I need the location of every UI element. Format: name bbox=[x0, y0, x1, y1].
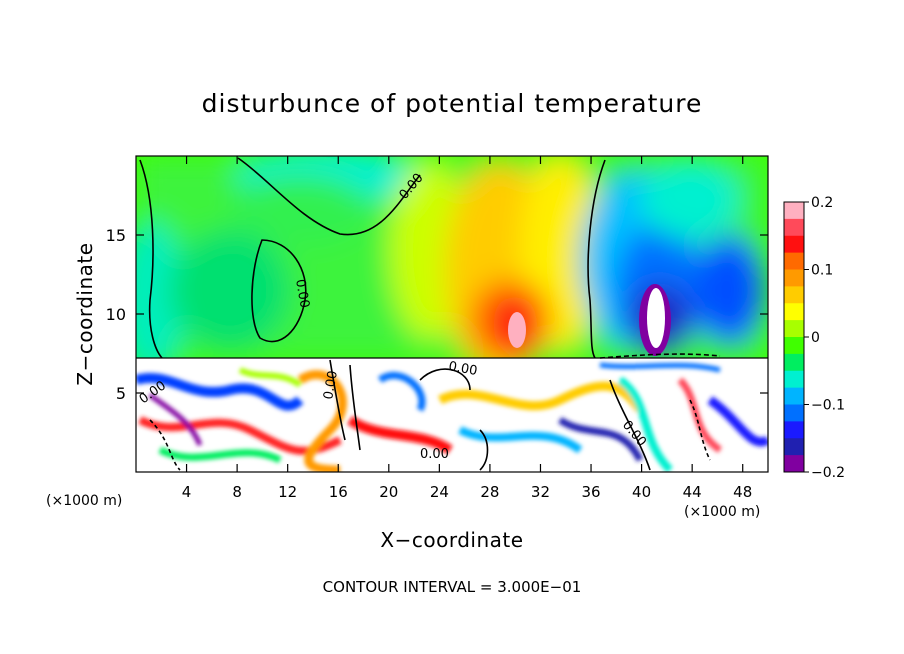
colorbar-swatch bbox=[784, 353, 804, 372]
colorbar-swatch bbox=[784, 269, 804, 287]
x-tick-label: 44 bbox=[683, 483, 702, 501]
contour-label: 0.00 bbox=[321, 370, 341, 401]
colorbar bbox=[784, 202, 804, 473]
y-tick-label: 15 bbox=[106, 226, 126, 245]
colorbar-swatch bbox=[784, 252, 804, 270]
colorbar-swatch bbox=[784, 438, 804, 456]
upper-field bbox=[136, 156, 768, 380]
colorbar-swatch bbox=[784, 218, 804, 237]
colorbar-tick-label: −0.1 bbox=[811, 398, 845, 414]
colorbar-ticks: 0.2 0.1 0 −0.1 −0.2 bbox=[804, 195, 845, 481]
x-tick-label: 36 bbox=[581, 483, 600, 501]
colorbar-swatch bbox=[784, 202, 804, 220]
colorbar-swatch bbox=[784, 387, 804, 405]
colorbar-swatch bbox=[784, 320, 804, 338]
contour-interval-note: CONTOUR INTERVAL = 3.000E−01 bbox=[323, 578, 582, 596]
colorbar-swatch bbox=[784, 235, 804, 254]
colorbar-swatch bbox=[784, 337, 804, 355]
x-tick-label: 24 bbox=[430, 483, 449, 501]
colorbar-tick-label: 0.2 bbox=[811, 195, 833, 211]
contour-label: 0.00 bbox=[292, 278, 312, 309]
colorbar-swatch bbox=[784, 370, 804, 389]
x-unit-right: (×1000 m) bbox=[684, 504, 760, 520]
x-tick-label: 16 bbox=[329, 483, 348, 501]
x-tick-label: 32 bbox=[531, 483, 550, 501]
x-tick-label: 12 bbox=[278, 483, 297, 501]
y-axis-label: Z−coordinate bbox=[73, 242, 97, 385]
x-unit-left: (×1000 m) bbox=[46, 493, 122, 509]
x-tick-label: 40 bbox=[632, 483, 651, 501]
x-tick-label: 8 bbox=[232, 483, 242, 501]
colorbar-tick-label: 0.1 bbox=[811, 263, 833, 279]
colorbar-swatch bbox=[784, 421, 804, 439]
colorbar-swatch bbox=[784, 286, 804, 304]
colorbar-swatch bbox=[784, 303, 804, 321]
colorbar-tick-label: 0 bbox=[811, 330, 820, 346]
x-axis-label: X−coordinate bbox=[380, 528, 523, 552]
x-tick-label: 20 bbox=[379, 483, 398, 501]
y-tick-label: 5 bbox=[116, 384, 126, 403]
colorbar-swatch bbox=[784, 455, 804, 473]
contour-label: 0.00 bbox=[447, 359, 478, 379]
contour-lines bbox=[136, 157, 768, 471]
x-tick-label: 48 bbox=[733, 483, 752, 501]
x-tick-label: 4 bbox=[182, 483, 192, 501]
contour-label: 0.00 bbox=[420, 447, 449, 462]
x-tick-label: 28 bbox=[480, 483, 499, 501]
colorbar-tick-label: −0.2 bbox=[811, 465, 845, 481]
y-axis: 5 10 15 bbox=[106, 226, 768, 403]
lower-field bbox=[136, 358, 768, 472]
y-tick-label: 10 bbox=[106, 305, 126, 324]
colorbar-swatch bbox=[784, 404, 804, 422]
x-axis: 4 8 12 16 20 24 28 32 36 40 44 48 bbox=[182, 156, 752, 501]
chart-title: disturbunce of potential temperature bbox=[202, 89, 703, 118]
plot-area bbox=[136, 156, 768, 472]
